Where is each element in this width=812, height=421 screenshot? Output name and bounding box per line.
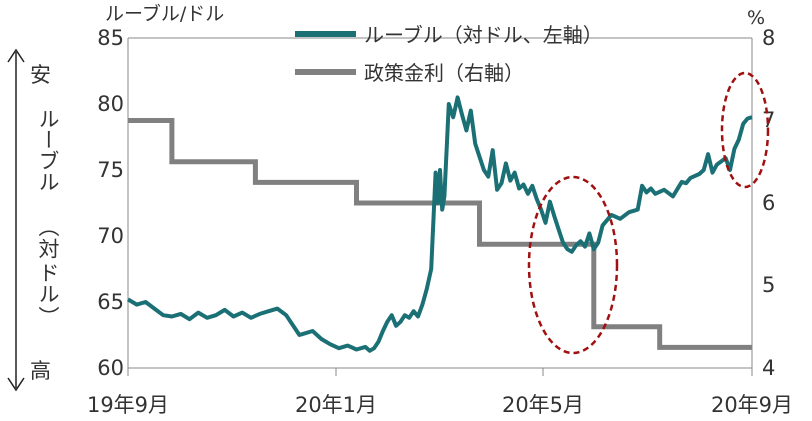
x-tick-label: 20年1月 [295,393,377,417]
right-tick-label: 8 [762,26,775,50]
left-tick-label: 75 [97,158,124,182]
annotation-vertical-word: ルーブル [36,108,60,192]
right-tick-label: 6 [762,191,775,215]
highlight-ellipse-sep [720,71,770,189]
left-tick-label: 60 [97,356,124,380]
left-tick-label: 65 [97,290,124,314]
x-tick-label: 20年5月 [502,393,584,417]
right-tick-label: 4 [762,356,775,380]
right-axis-unit-label: % [747,7,765,29]
x-tick-label: 20年9月 [711,393,793,417]
highlight-ellipse-may [527,175,619,355]
direction-arrow-head-up [7,48,25,63]
annotation-vertical-versus: 対 [36,238,60,259]
left-tick-label: 85 [97,26,124,50]
direction-arrow-head-down [7,377,25,392]
left-tick-label: 80 [97,92,124,116]
policy-rate-line [128,118,752,350]
annotation-vertical-paren-close: ） [36,306,60,327]
annotation-cheap: 安 [30,63,51,87]
annotation-expensive: 高 [30,359,51,383]
annotation-vertical-paren-open: （ [36,216,60,237]
left-tick-label: 70 [97,224,124,248]
right-tick-label: 5 [762,273,775,297]
left-axis-unit-label: ルーブル/ドル [105,2,224,25]
ruble-line [126,95,753,353]
x-tick-label: 19年9月 [87,393,169,417]
annotation-vertical-dollar: ドル [36,262,60,304]
legend-label-ruble: ルーブル（対ドル、左軸） [364,23,603,47]
legend-label-rate: 政策金利（右軸） [364,61,524,85]
